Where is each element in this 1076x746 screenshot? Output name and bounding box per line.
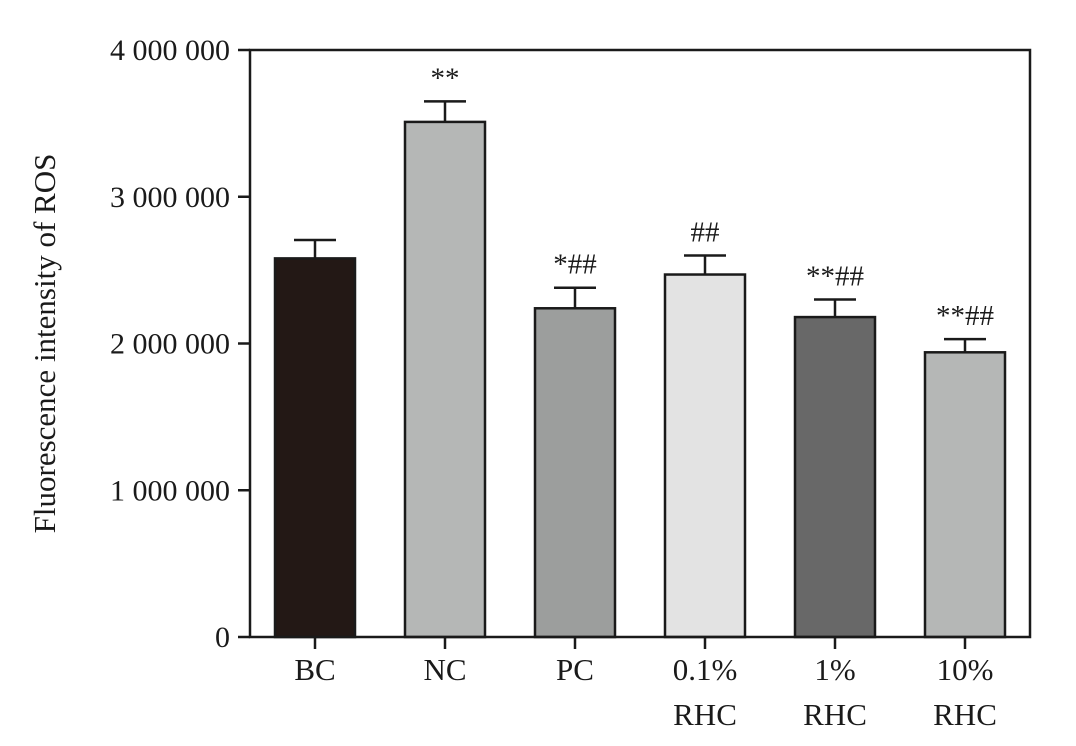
annotation-6: **## [936, 300, 994, 332]
y-tick-label: 2 000 000 [110, 328, 230, 361]
y-axis-label: Fluorescence intensity of ROS [27, 154, 62, 534]
y-tick-label: 3 000 000 [110, 181, 230, 214]
bar-4 [663, 273, 747, 639]
bar-6 [923, 351, 1007, 639]
x-axis-ticks [313, 637, 967, 649]
y-axis-ticks: 0 1 000 000 2 000 000 3 000 000 4 000 000 [110, 34, 250, 654]
x-tick-label: 10% [937, 652, 994, 687]
plot-frame [248, 48, 1032, 639]
bar-5 [793, 315, 877, 639]
x-tick-label: RHC [803, 697, 867, 732]
x-tick-label: 1% [814, 652, 855, 687]
x-tick-label: NC [423, 652, 466, 687]
bar-1 [273, 257, 357, 639]
x-tick-label: 0.1% [673, 652, 738, 687]
annotation-5: **## [806, 260, 864, 292]
bar-2 [403, 120, 487, 639]
y-tick-label: 0 [215, 621, 230, 654]
x-tick-label: RHC [673, 697, 737, 732]
annotation-4: ## [691, 216, 720, 248]
x-tick-label: BC [294, 652, 335, 687]
x-tick-label: PC [556, 652, 594, 687]
bars [273, 120, 1007, 639]
y-tick-label: 4 000 000 [110, 34, 230, 67]
x-axis-categories: BC NC PC 0.1% RHC 1% RHC 10% RHC [294, 652, 997, 732]
bar-3 [533, 307, 617, 639]
significance-annotations: ** *## ## **## **## [431, 62, 995, 332]
error-bars [294, 100, 986, 353]
annotation-3: *## [553, 249, 597, 281]
y-tick-label: 1 000 000 [110, 474, 230, 507]
annotation-2: ** [431, 62, 460, 94]
x-tick-label: RHC [933, 697, 997, 732]
